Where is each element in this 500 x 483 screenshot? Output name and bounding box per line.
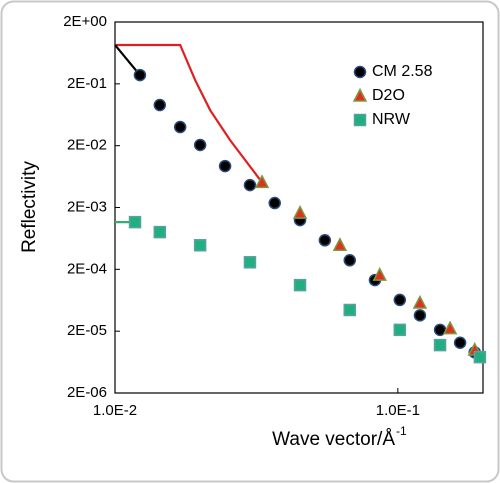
point <box>442 320 458 335</box>
y-tick-label: 2E-04 <box>67 260 107 277</box>
point <box>372 267 387 281</box>
point <box>133 68 147 82</box>
y-tick-label: 2E-06 <box>67 384 107 401</box>
point <box>254 174 270 189</box>
point <box>243 256 257 269</box>
legend-marker <box>352 87 368 102</box>
point <box>343 254 357 267</box>
x-axis-label-sup: -1 <box>396 424 407 438</box>
point <box>193 138 207 152</box>
point <box>412 294 428 309</box>
x-axis-label: Wave vector/Å <box>272 429 395 450</box>
point <box>153 98 167 112</box>
point <box>128 215 142 229</box>
legend-marker <box>353 113 367 127</box>
point <box>343 303 357 317</box>
legend-label: NRW <box>372 111 411 128</box>
line <box>114 44 141 76</box>
point <box>218 159 232 173</box>
y-tick-label: 2E-03 <box>67 198 107 215</box>
point <box>292 205 308 219</box>
y-tick-label: 2E-05 <box>67 322 107 339</box>
line <box>115 43 263 184</box>
point <box>413 309 427 322</box>
point <box>393 293 407 307</box>
point <box>453 336 467 349</box>
point <box>332 237 348 252</box>
y-tick-label: 2E-01 <box>67 75 107 92</box>
point <box>433 338 447 352</box>
legend-marker <box>353 65 367 79</box>
y-tick-label: 2E+00 <box>63 13 107 30</box>
point <box>173 120 187 134</box>
point <box>268 196 281 210</box>
x-tick-label: 1.0E-2 <box>93 402 137 419</box>
point <box>193 239 207 252</box>
point <box>293 278 307 292</box>
y-tick-label: 2E-02 <box>67 137 107 154</box>
legend-label: D2O <box>372 87 405 104</box>
point <box>393 323 407 337</box>
point <box>153 225 167 239</box>
point <box>473 350 487 364</box>
y-axis-label: Reflectivity <box>19 161 40 253</box>
point <box>243 178 257 192</box>
x-tick-label: 1.0E-1 <box>376 402 420 419</box>
legend-label: CM 2.58 <box>372 63 433 80</box>
point <box>318 234 332 247</box>
